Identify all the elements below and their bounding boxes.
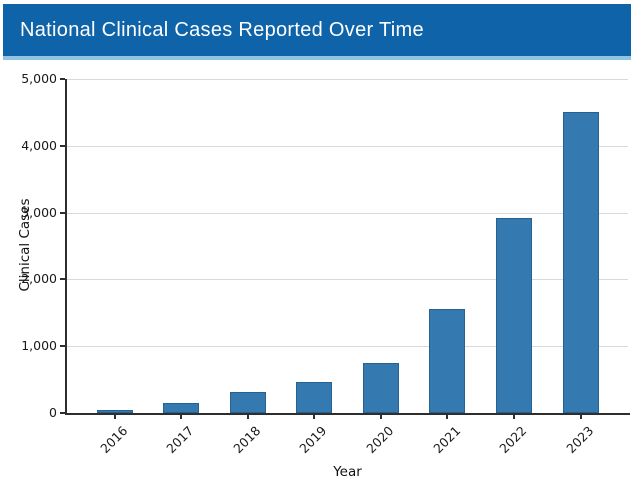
bar bbox=[562, 112, 599, 413]
y-tick-label: 2,000 bbox=[21, 271, 57, 287]
x-tick-label: 2017 bbox=[163, 423, 197, 457]
y-axis-tick bbox=[60, 412, 65, 414]
bar bbox=[429, 309, 466, 413]
x-axis-tick bbox=[512, 415, 515, 419]
gridline bbox=[67, 279, 628, 281]
y-tick-label: 3,000 bbox=[21, 204, 57, 220]
x-axis-line bbox=[65, 413, 630, 415]
x-tick-label: 2023 bbox=[563, 423, 597, 457]
y-tick-label: 4,000 bbox=[21, 137, 57, 153]
x-axis-tick bbox=[113, 415, 116, 419]
bar-chart: Clinical Cases 0 1,000 2,000 3,000 4,000 5,00… bbox=[0, 60, 634, 483]
y-axis-tick bbox=[60, 211, 65, 214]
x-axis-label: Year bbox=[333, 464, 362, 480]
x-axis-tick bbox=[313, 415, 316, 419]
y-tick-label: 1,000 bbox=[21, 338, 57, 354]
header-banner: National Clinical Cases Reported Over Ti… bbox=[3, 4, 631, 56]
gridline bbox=[67, 212, 628, 214]
y-axis-tick bbox=[60, 78, 65, 80]
y-axis-tick bbox=[60, 278, 65, 281]
x-tick-label: 2020 bbox=[363, 423, 397, 457]
x-tick-label: 2019 bbox=[296, 423, 330, 457]
x-axis-tick bbox=[446, 415, 449, 419]
bar bbox=[229, 391, 266, 413]
x-axis-tick bbox=[180, 415, 183, 419]
x-axis-tick bbox=[379, 415, 382, 419]
x-tick-label: 2022 bbox=[496, 423, 530, 457]
header-underline-divider bbox=[3, 56, 631, 60]
y-axis-tick bbox=[60, 144, 65, 147]
y-axis-line bbox=[65, 79, 67, 415]
y-tick-label: 5,000 bbox=[21, 71, 57, 86]
x-axis-tick bbox=[246, 415, 249, 419]
x-tick-label: 2021 bbox=[429, 423, 463, 457]
y-tick-label: 0 bbox=[49, 405, 57, 420]
x-axis-tick bbox=[579, 415, 582, 419]
gridline bbox=[67, 145, 628, 147]
page-title: National Clinical Cases Reported Over Ti… bbox=[20, 18, 424, 41]
bar bbox=[495, 217, 532, 413]
gridline bbox=[67, 79, 628, 80]
bar bbox=[163, 402, 200, 413]
gridline bbox=[67, 346, 628, 348]
bar bbox=[362, 362, 399, 413]
x-tick-label: 2018 bbox=[230, 423, 264, 457]
x-tick-label: 2016 bbox=[97, 423, 131, 457]
bar bbox=[96, 409, 133, 413]
bar bbox=[296, 382, 333, 413]
y-axis-tick bbox=[60, 345, 65, 348]
